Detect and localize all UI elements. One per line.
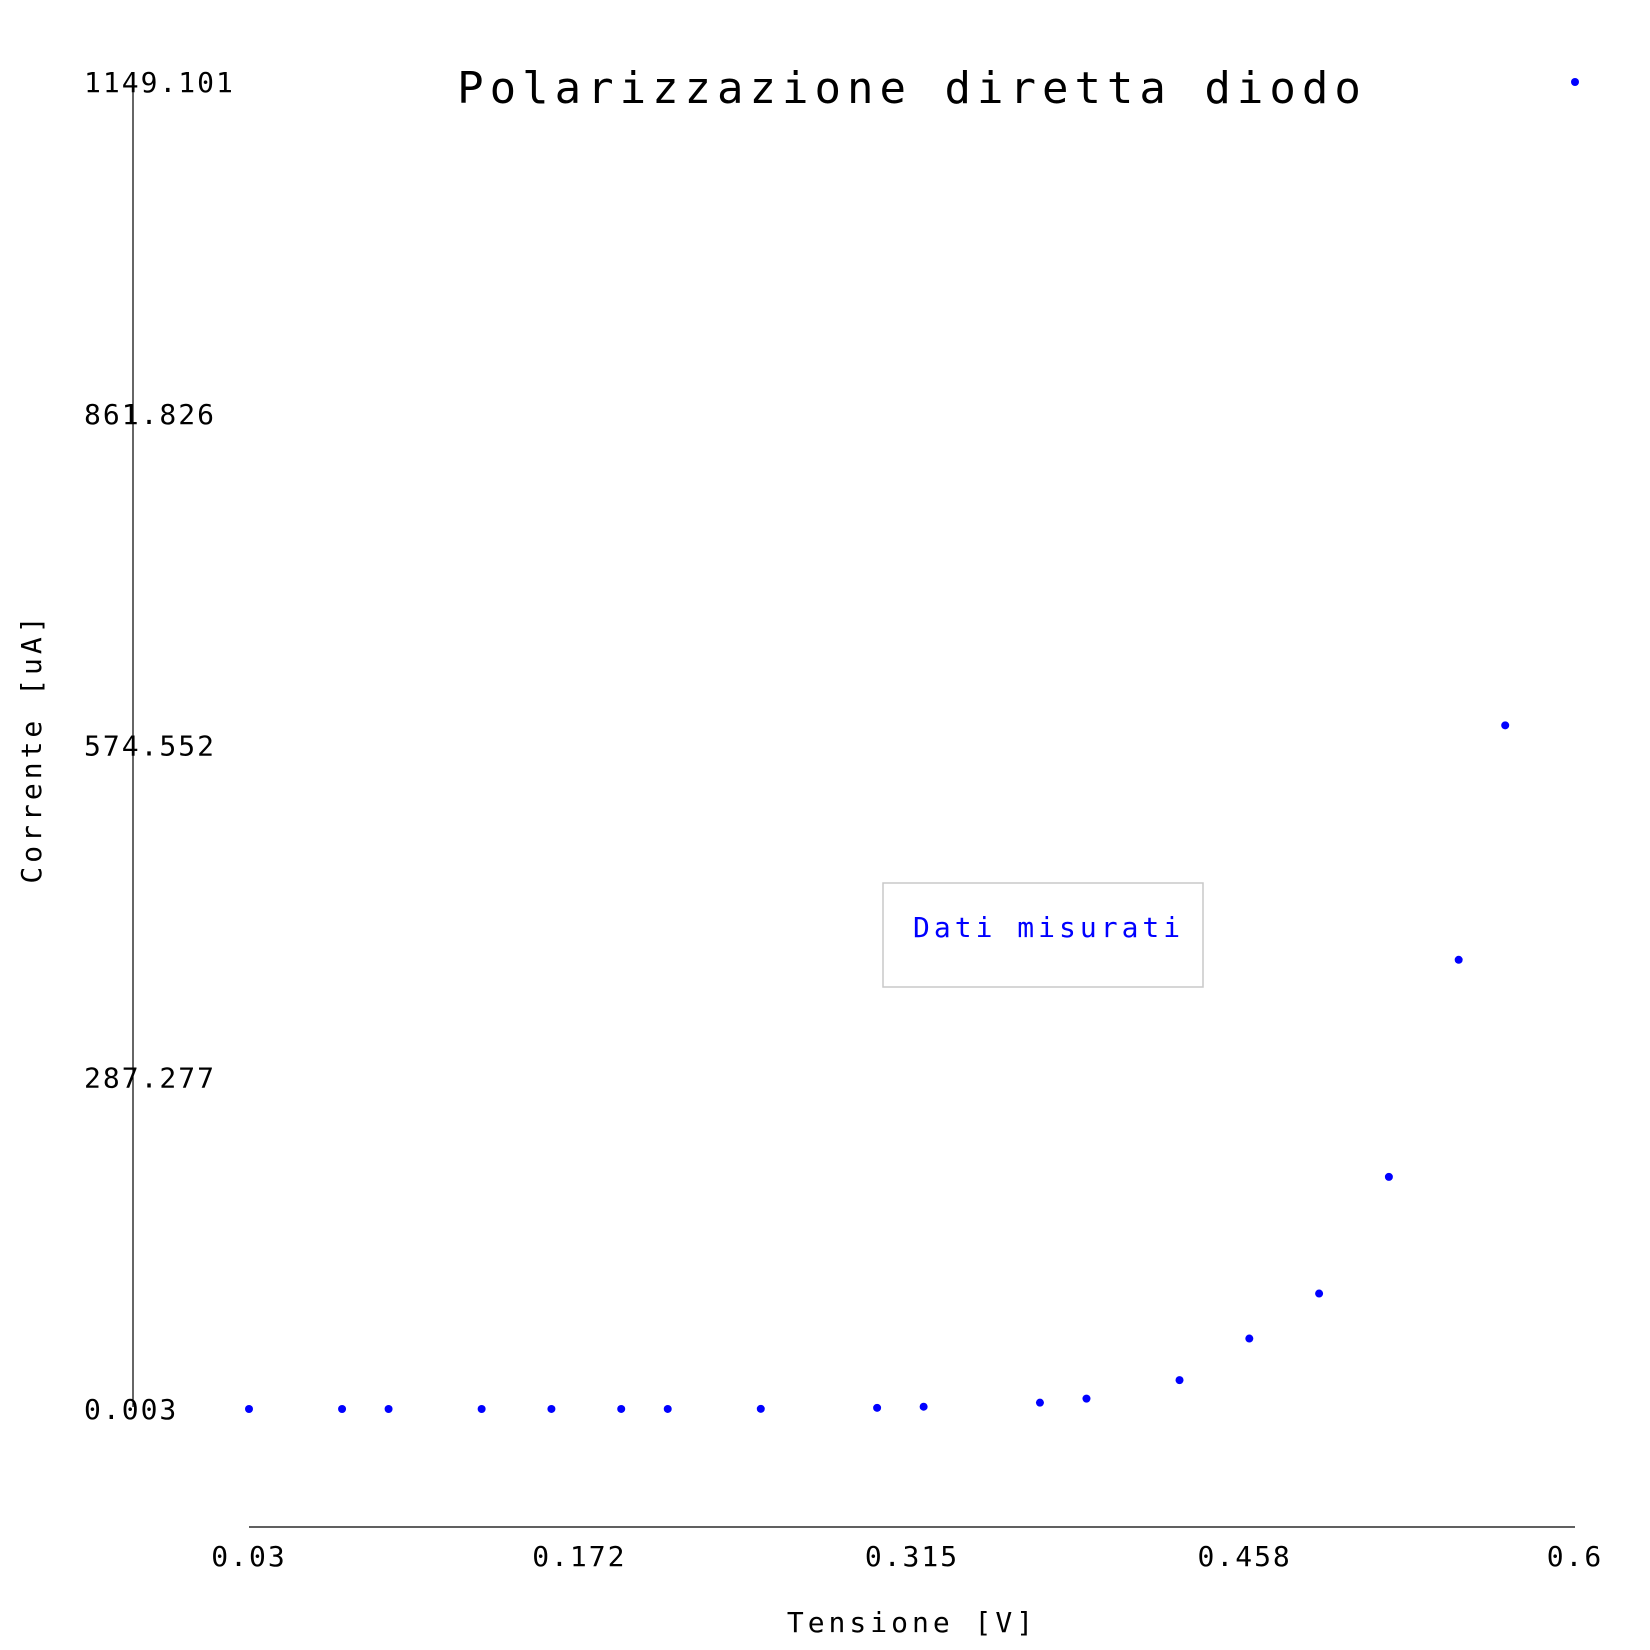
x-tick-label: 0.172 — [532, 1540, 626, 1573]
y-axis-label: Corrente [uA] — [15, 612, 48, 883]
data-point — [1571, 78, 1579, 86]
x-tick-label: 0.458 — [1198, 1540, 1292, 1573]
x-axis-label: Tensione [V] — [787, 1606, 1037, 1639]
plot-area — [132, 80, 1575, 1528]
legend-box — [882, 882, 1204, 988]
y-tick-label: 574.552 — [84, 730, 216, 763]
legend: Dati misurati — [882, 882, 1204, 988]
y-tick-label: 861.826 — [84, 398, 216, 431]
data-point — [547, 1404, 556, 1413]
data-point — [1082, 1394, 1091, 1403]
x-tick-label: 0.6 — [1547, 1540, 1604, 1573]
data-point — [1245, 1334, 1254, 1343]
data-points — [245, 78, 1579, 1413]
data-point — [873, 1403, 882, 1412]
data-point — [1454, 955, 1463, 964]
data-point — [245, 1405, 253, 1413]
data-point — [1501, 721, 1510, 730]
data-point — [1175, 1376, 1184, 1385]
data-point — [1384, 1172, 1393, 1181]
data-point — [663, 1404, 672, 1413]
y-tick-label: 0.003 — [84, 1393, 178, 1426]
data-point — [1035, 1398, 1044, 1407]
x-tick-label: 0.03 — [211, 1540, 286, 1573]
x-tick-label: 0.315 — [865, 1540, 959, 1573]
data-point — [617, 1404, 626, 1413]
data-point — [477, 1404, 486, 1413]
data-point — [756, 1404, 765, 1413]
y-tick-labels: 0.003 287.277 574.552 861.826 1149.101 — [84, 66, 235, 1426]
y-tick-label: 287.277 — [84, 1061, 216, 1094]
x-tick-labels: 0.03 0.172 0.315 0.458 0.6 — [211, 1540, 1604, 1573]
data-point — [1315, 1289, 1324, 1298]
data-point — [919, 1402, 928, 1411]
legend-entry-dati-misurati: Dati misurati — [913, 911, 1184, 944]
chart-title: Polarizzazione diretta diodo — [457, 63, 1367, 114]
data-point — [338, 1404, 347, 1413]
data-point — [384, 1404, 393, 1413]
y-tick-label: 1149.101 — [84, 66, 235, 99]
